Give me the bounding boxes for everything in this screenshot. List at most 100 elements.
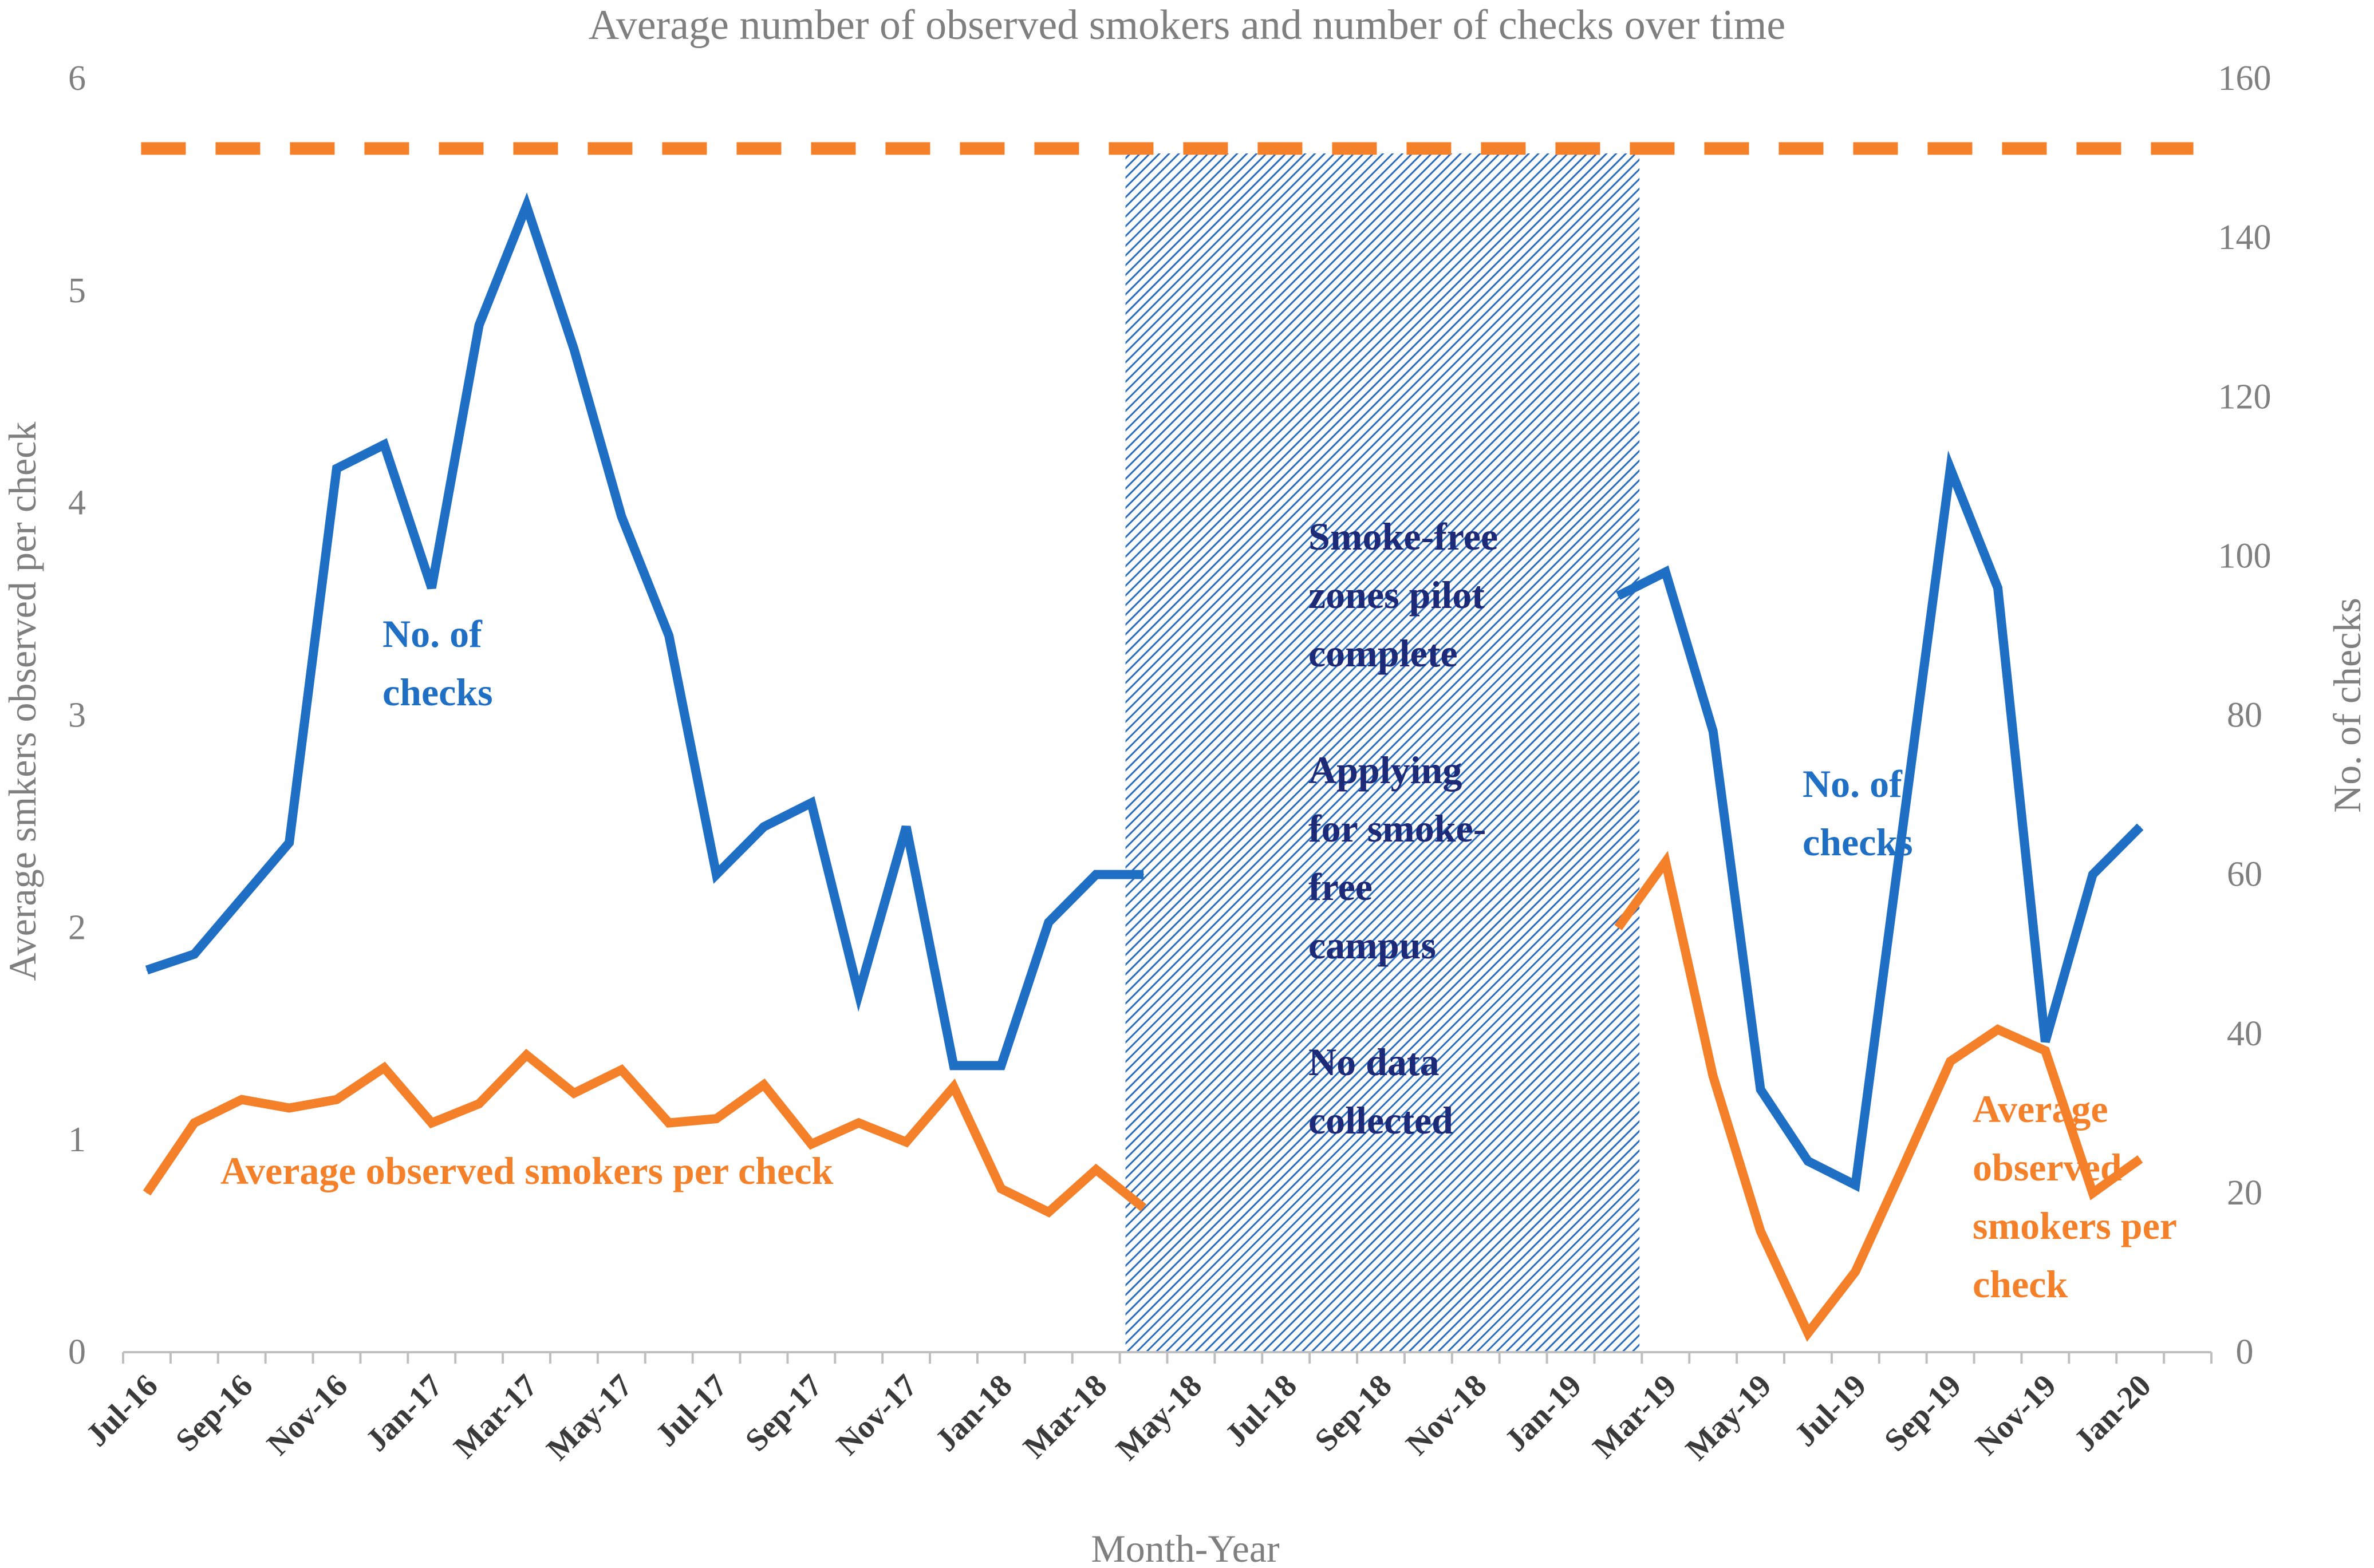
x-tick-label: May-17 xyxy=(540,1368,640,1467)
data-point xyxy=(1000,1065,1002,1067)
annotation-shaded: Applying xyxy=(1308,748,1462,792)
annotation-smokers-right: check xyxy=(1973,1262,2068,1306)
annotation-shaded: for smoke- xyxy=(1308,807,1486,850)
y-right-tick-label: 80 xyxy=(2227,696,2262,735)
x-tick-label: Sep-16 xyxy=(169,1368,259,1458)
y-left-tick-label: 1 xyxy=(68,1120,86,1159)
y-left-tick-label: 5 xyxy=(68,271,86,310)
data-point xyxy=(1855,1271,1856,1273)
x-tick-label: Jul-16 xyxy=(79,1368,164,1453)
annotation-checks-left: checks xyxy=(382,670,493,714)
data-point xyxy=(1665,571,1666,573)
data-point xyxy=(621,1069,622,1071)
annotation-smokers-right: observed xyxy=(1973,1146,2122,1189)
annotation-shaded: No data xyxy=(1308,1040,1440,1084)
data-point xyxy=(431,587,432,589)
x-tick-label: Jul-19 xyxy=(1788,1368,1873,1453)
x-tick-label: Jan-17 xyxy=(359,1368,449,1458)
data-point xyxy=(1048,1211,1050,1213)
x-tick-label: Jul-17 xyxy=(649,1368,734,1453)
data-point xyxy=(905,1141,907,1143)
annotation-shaded: free xyxy=(1308,865,1373,909)
data-point xyxy=(2092,1192,2093,1194)
data-point xyxy=(573,1092,575,1094)
y-axis-right-title: No. of checks xyxy=(2325,598,2369,813)
data-point xyxy=(383,444,385,445)
x-tick-label: Sep-17 xyxy=(739,1368,829,1458)
data-point xyxy=(526,1054,527,1056)
annotation-shaded: zones pilot xyxy=(1308,573,1485,617)
y-right-tick-label: 20 xyxy=(2227,1174,2262,1212)
x-tick-label: Sep-18 xyxy=(1308,1368,1398,1458)
series-layer xyxy=(143,192,2144,1342)
data-point xyxy=(146,969,148,971)
data-point xyxy=(336,468,337,469)
data-point xyxy=(716,874,717,875)
x-tick-label: Mar-18 xyxy=(1016,1368,1114,1465)
data-point xyxy=(526,205,527,207)
annotation-shaded: complete xyxy=(1308,631,1458,675)
data-point xyxy=(1143,874,1145,875)
x-tick-label: May-19 xyxy=(1679,1368,1778,1467)
data-point xyxy=(2092,874,2093,875)
data-point xyxy=(763,1084,764,1085)
data-point xyxy=(1997,1029,1999,1030)
data-point xyxy=(1048,922,1050,923)
data-point xyxy=(1712,1075,1714,1077)
x-tick-label: Mar-17 xyxy=(447,1368,545,1465)
y-right-tick-label: 40 xyxy=(2227,1014,2262,1053)
annotation-smokers-right: Average xyxy=(1973,1087,2108,1131)
x-tick-label: Mar-19 xyxy=(1586,1368,1683,1465)
shaded-period-rect xyxy=(1125,153,1640,1352)
y-left-tick-label: 2 xyxy=(68,908,86,947)
x-tick-label: Jul-18 xyxy=(1218,1368,1303,1453)
series-line xyxy=(145,192,1144,1071)
data-point xyxy=(289,1107,290,1109)
data-point xyxy=(478,1103,480,1105)
data-point xyxy=(1997,587,1999,589)
data-point xyxy=(1902,1167,1904,1168)
annotations: No. of checks Average observed smokers per… xyxy=(220,515,2177,1306)
y-left-tick-label: 4 xyxy=(68,484,86,523)
y-right-tick-label: 100 xyxy=(2218,536,2272,575)
data-point xyxy=(810,1143,812,1145)
x-tick-label: Jan-19 xyxy=(1498,1368,1588,1458)
data-point xyxy=(2044,1050,2046,1052)
data-point xyxy=(1000,1188,1002,1190)
y-right-tick-label: 0 xyxy=(2236,1333,2254,1372)
data-point xyxy=(431,1122,432,1124)
data-point xyxy=(336,1099,337,1100)
data-point xyxy=(1807,1160,1809,1162)
annotation-shaded: campus xyxy=(1308,923,1436,967)
x-tick-label: Nov-16 xyxy=(260,1368,354,1462)
series-line xyxy=(1616,450,2144,1192)
data-point xyxy=(1617,595,1619,597)
x-tick-label: May-18 xyxy=(1110,1368,1209,1467)
data-point xyxy=(763,826,764,828)
data-point xyxy=(1950,1060,1951,1062)
data-point xyxy=(858,1122,859,1124)
y-right-tick-label: 120 xyxy=(2218,377,2272,416)
data-point xyxy=(478,325,480,326)
data-point xyxy=(1712,730,1714,732)
data-point xyxy=(1095,1169,1097,1171)
x-tick-label: Nov-18 xyxy=(1399,1368,1494,1462)
data-point xyxy=(1760,1230,1761,1232)
series-line xyxy=(143,1048,1147,1218)
data-point xyxy=(668,1122,670,1124)
data-point xyxy=(953,1065,955,1067)
data-point xyxy=(810,802,812,804)
data-point xyxy=(1950,468,1951,469)
data-point xyxy=(573,348,575,350)
data-point xyxy=(1143,1207,1145,1208)
annotation-smokers-right: smokers per xyxy=(1973,1204,2177,1247)
data-point xyxy=(2044,1041,2046,1042)
data-point xyxy=(858,993,859,995)
data-point xyxy=(2139,826,2141,828)
data-point xyxy=(241,1099,243,1100)
series-line xyxy=(1614,851,2143,1342)
shaded-period xyxy=(1125,153,1640,1352)
data-point xyxy=(1095,874,1097,875)
y-right-tick-label: 160 xyxy=(2218,59,2272,98)
